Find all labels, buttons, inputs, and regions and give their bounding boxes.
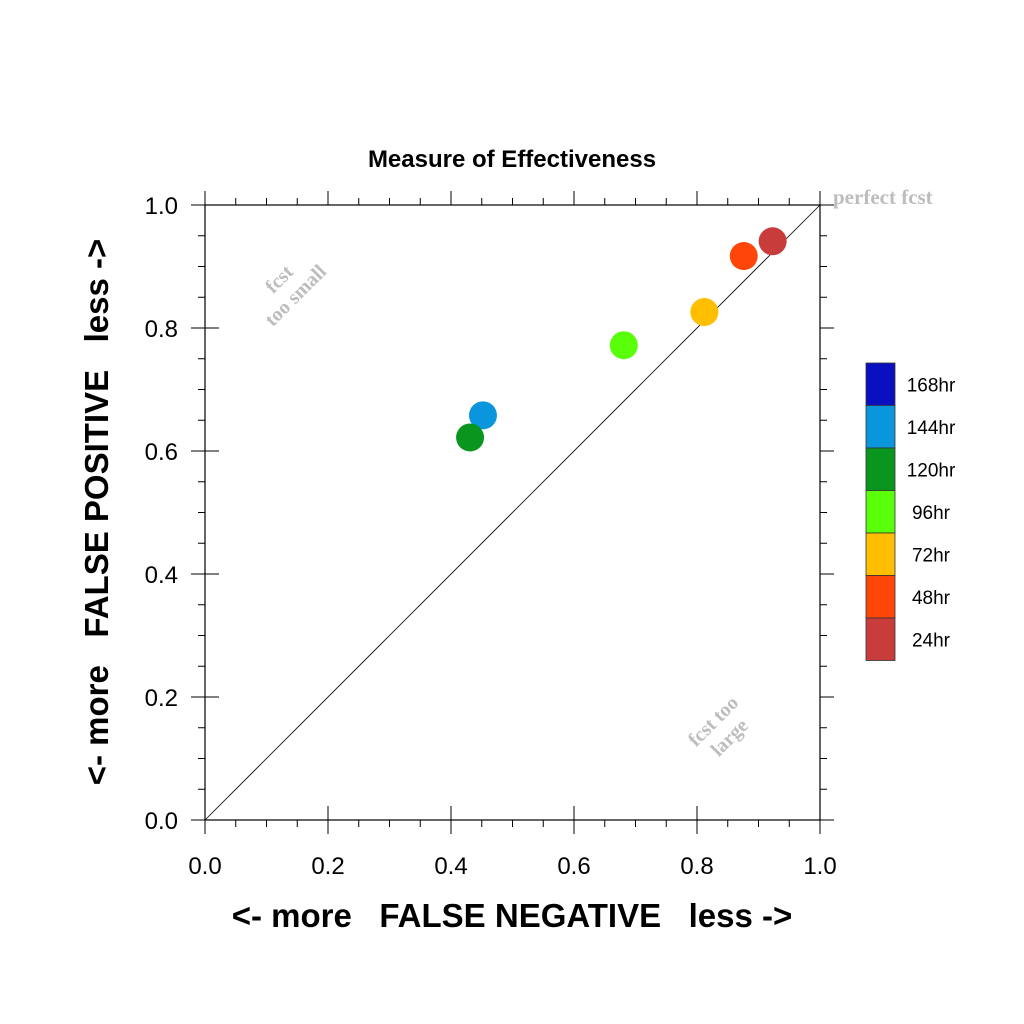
- ticks: [191, 191, 834, 834]
- x-tick-label: 0.4: [434, 853, 467, 880]
- x-axis-label: <- more FALSE NEGATIVE less ->: [232, 897, 793, 934]
- legend-swatch-24hr: [865, 617, 896, 661]
- data-point-96hr: [609, 331, 638, 360]
- legend-swatch-72hr: [865, 532, 896, 576]
- legend-label-24hr: 24hr: [912, 630, 951, 651]
- legend-swatch-144hr: [865, 405, 896, 449]
- data-point-120hr: [456, 423, 485, 452]
- y-axis-label: <- more FALSE POSITIVE less ->: [78, 239, 115, 786]
- legend-swatch-96hr: [865, 490, 896, 534]
- legend-label-48hr: 48hr: [912, 588, 951, 609]
- data-point-24hr: [758, 227, 787, 256]
- y-tick-label: 0.6: [145, 439, 178, 466]
- data-points: [456, 227, 787, 452]
- data-point-72hr: [690, 298, 719, 327]
- legend-label-168hr: 168hr: [907, 375, 956, 396]
- x-tick-label: 0.0: [188, 853, 221, 880]
- x-tick-label: 0.6: [557, 853, 590, 880]
- data-point-48hr: [729, 242, 758, 271]
- legend-swatch-168hr: [865, 362, 896, 406]
- legend: 168hr 144hr 120hr 96hr 72hr 48hr 24hr: [865, 362, 956, 661]
- x-tick-label: 0.8: [680, 853, 713, 880]
- annotation-perfect-fcst: perfect fcst: [833, 185, 933, 209]
- annotation-too-small: fcst too small: [261, 260, 331, 330]
- legend-label-120hr: 120hr: [907, 460, 956, 481]
- tick-labels: 0.0 0.2 0.4 0.6 0.8 1.0 0.0 0.2 0.4 0.6 0.8 1.0: [145, 193, 837, 880]
- y-tick-label: 0.0: [145, 808, 178, 835]
- legend-swatch-120hr: [865, 447, 896, 491]
- legend-label-96hr: 96hr: [912, 503, 951, 524]
- legend-label-72hr: 72hr: [912, 545, 951, 566]
- legend-label-144hr: 144hr: [907, 418, 956, 439]
- y-tick-label: 0.4: [145, 562, 178, 589]
- data-point-144hr: [468, 401, 497, 430]
- annotation-too-large: fcst too large: [684, 692, 753, 761]
- y-tick-label: 0.8: [145, 316, 178, 343]
- x-tick-label: 1.0: [803, 853, 836, 880]
- legend-swatch-48hr: [865, 575, 896, 619]
- y-tick-label: 1.0: [145, 193, 178, 220]
- x-tick-label: 0.2: [311, 853, 344, 880]
- chart-title: Measure of Effectiveness: [368, 146, 656, 173]
- y-tick-label: 0.2: [145, 685, 178, 712]
